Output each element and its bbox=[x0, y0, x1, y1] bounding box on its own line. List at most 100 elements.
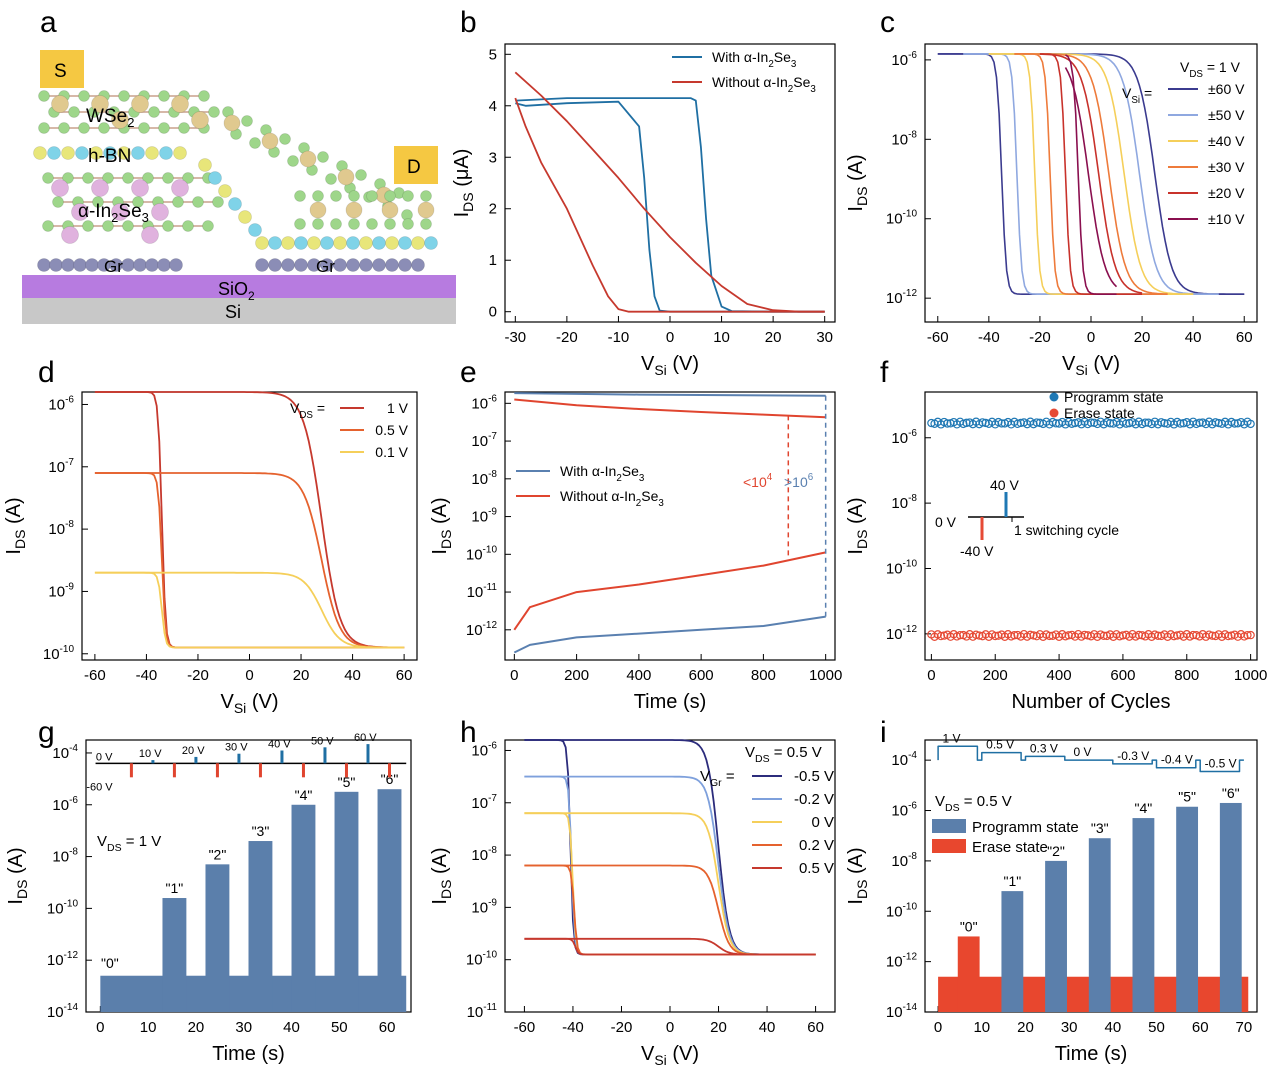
panel-label: f bbox=[880, 356, 889, 389]
w-atom bbox=[131, 95, 149, 113]
data-point bbox=[1051, 419, 1061, 428]
state-bar bbox=[162, 898, 187, 1012]
se-atom bbox=[330, 190, 342, 202]
pulse-label: 30 V bbox=[225, 742, 248, 754]
graphene-atom bbox=[121, 258, 135, 272]
se-atom bbox=[38, 90, 50, 102]
data-point bbox=[1010, 631, 1019, 640]
x-tick-label: 20 bbox=[293, 667, 310, 684]
series-line bbox=[1065, 54, 1117, 295]
in2se3-label: α-In2Se3 bbox=[78, 201, 149, 225]
hbn-atom bbox=[424, 236, 438, 250]
x-tick-label: 200 bbox=[983, 667, 1008, 684]
data-point bbox=[1214, 418, 1223, 428]
graphene-atom bbox=[398, 258, 412, 272]
se-atom bbox=[249, 137, 261, 149]
y-axis-title: IDS (A) bbox=[3, 497, 28, 554]
data-point bbox=[1246, 630, 1255, 640]
state-label: "1" bbox=[1004, 873, 1022, 889]
legend-label: Programm state bbox=[1064, 389, 1164, 405]
graphene-atom bbox=[372, 258, 386, 272]
graphene-atom bbox=[359, 258, 373, 272]
x-tick-label: 800 bbox=[751, 667, 776, 684]
series-line bbox=[514, 392, 826, 397]
x-tick-label: 60 bbox=[1236, 329, 1253, 346]
graphene-atom bbox=[49, 258, 63, 272]
state-bar bbox=[377, 789, 402, 1012]
x-tick-label: -60 bbox=[514, 1019, 536, 1036]
se-atom bbox=[279, 133, 291, 145]
graphene-atom bbox=[294, 258, 308, 272]
inset-label-40v: 40 V bbox=[990, 477, 1019, 493]
x-axis-title: VSi (V) bbox=[220, 691, 278, 716]
x-tick-label: 1000 bbox=[809, 667, 842, 684]
series-line bbox=[524, 864, 816, 956]
hbn-atom bbox=[320, 236, 334, 250]
state-label: "2" bbox=[209, 846, 227, 862]
se-atom bbox=[312, 218, 324, 230]
series-line bbox=[524, 937, 816, 956]
pulse-label: 10 V bbox=[139, 748, 162, 760]
data-point bbox=[1230, 419, 1239, 428]
hbn-atom bbox=[307, 236, 321, 250]
panel-b-chart: -30 -20 -10 0 10 20 30 0 1 2 3 4 5b VSi (V) IDS (μA) Wi… bbox=[451, 6, 836, 378]
state-bar bbox=[1219, 802, 1242, 1012]
series-line bbox=[1039, 53, 1143, 295]
se-atom bbox=[208, 106, 220, 118]
se-atom bbox=[62, 172, 74, 184]
state-label: "0" bbox=[101, 955, 119, 971]
state-bar bbox=[1088, 838, 1111, 1012]
gr-label-left: Gr bbox=[104, 257, 123, 276]
y-tick-label: 10-8 bbox=[891, 129, 917, 148]
x-tick-label: 0 bbox=[245, 667, 253, 684]
se-atom bbox=[172, 196, 184, 208]
panel-label: d bbox=[38, 356, 55, 389]
se-atom bbox=[82, 220, 94, 232]
se-atom bbox=[122, 220, 134, 232]
panel-a-schematic: a SiO2 Si S D WSe2 h-BN α-In2Se3 Gr Gr bbox=[22, 6, 456, 324]
x-tick-label: 40 bbox=[1104, 1019, 1121, 1036]
drain-label: D bbox=[407, 157, 421, 178]
panel-e-chart: 0 200 400 600 800 1000 10-12 10-11 10-10 10-9 10-8… bbox=[429, 356, 842, 713]
x-tick-label: 0 bbox=[510, 667, 518, 684]
data-point bbox=[1125, 418, 1134, 428]
state-bar bbox=[1132, 818, 1155, 1012]
x-tick-label: 40 bbox=[1185, 329, 1202, 346]
inset-label-minus40v: -40 V bbox=[960, 543, 994, 559]
y-axis-title: IDS (A) bbox=[845, 497, 870, 554]
hbn-label: h-BN bbox=[88, 146, 131, 167]
plot-frame bbox=[504, 739, 836, 1013]
se-atom bbox=[241, 115, 253, 127]
hbn-atom bbox=[333, 236, 347, 250]
panel-label: g bbox=[38, 716, 55, 749]
x-tick-label: 0 bbox=[934, 1019, 942, 1036]
state-label: "3" bbox=[1091, 820, 1109, 836]
w-atom bbox=[51, 95, 69, 113]
y-tick-label: 1 bbox=[489, 252, 497, 269]
series-line bbox=[524, 937, 816, 956]
se-atom bbox=[52, 196, 64, 208]
data-point bbox=[943, 419, 952, 428]
x-tick-label: 30 bbox=[1061, 1019, 1078, 1036]
hbn-atom bbox=[248, 223, 262, 237]
state-label: "5" bbox=[1178, 789, 1196, 805]
data-point bbox=[1224, 631, 1233, 641]
y-tick-label: 0 bbox=[489, 304, 497, 321]
pulse-label: 0.5 V bbox=[986, 738, 1014, 752]
y-tick-label: 10-8 bbox=[48, 519, 74, 538]
se-atom bbox=[158, 122, 170, 134]
series-line bbox=[515, 97, 825, 313]
se-atom bbox=[98, 122, 110, 134]
graphene-atom bbox=[169, 258, 183, 272]
x-tick-label: 0 bbox=[927, 667, 935, 684]
data-point bbox=[978, 418, 987, 427]
pulse-label: -0.4 V bbox=[1161, 753, 1193, 767]
x-tick-label: 40 bbox=[759, 1019, 776, 1036]
y-tick-label: 10-6 bbox=[891, 50, 917, 69]
data-point bbox=[1243, 630, 1252, 640]
se-atom bbox=[384, 190, 396, 202]
se-atom bbox=[348, 190, 360, 202]
gr-label-right: Gr bbox=[316, 257, 335, 276]
se-atom bbox=[148, 106, 160, 118]
x-tick-label: 0 bbox=[666, 1019, 674, 1036]
